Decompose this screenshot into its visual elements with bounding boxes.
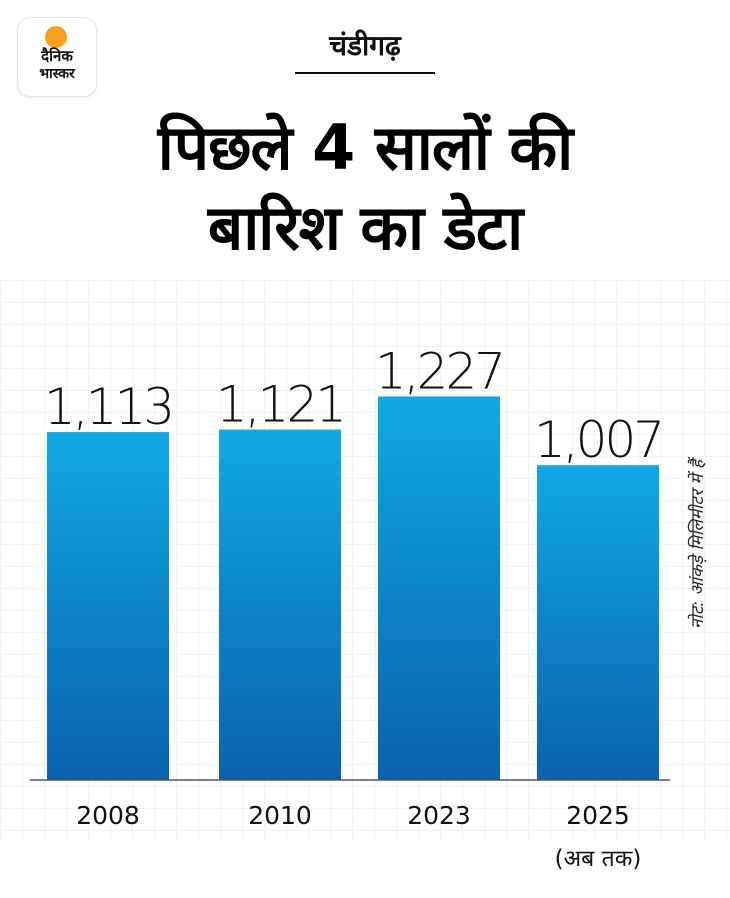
bar-2025 [537, 465, 659, 780]
category-label-2023: 2023 [407, 801, 471, 830]
category-label-2010: 2010 [248, 801, 312, 830]
page-title: पिछले 4 सालों की बारिश का डेटा [0, 108, 730, 268]
bar-2023 [378, 396, 500, 780]
title-line-1: पिछले 4 सालों की [157, 111, 573, 184]
sun-icon [45, 26, 67, 48]
value-label-2008: 1,113 [44, 378, 172, 436]
unit-note: नोट: आंकड़े मिलिमीटर में हैं [688, 460, 708, 630]
value-label-2025: 1,007 [534, 411, 662, 469]
category-sublabel-2025: (अब तक) [555, 846, 642, 872]
dainik-bhaskar-logo: दैनिक भास्कर [18, 18, 96, 96]
logo-line-1: दैनिक [41, 47, 73, 65]
value-label-2010: 1,121 [216, 376, 344, 434]
bar-2008 [47, 432, 169, 780]
category-label-2008: 2008 [76, 801, 140, 830]
city-heading: चंडीगढ़ [329, 29, 401, 62]
logo-line-2: भास्कर [39, 66, 75, 82]
bar-2010 [219, 429, 341, 780]
city-underline [295, 72, 435, 74]
value-label-2023: 1,227 [375, 342, 503, 400]
category-label-2025: 2025 [566, 801, 630, 830]
title-line-2: बारिश का डेटा [207, 191, 523, 264]
